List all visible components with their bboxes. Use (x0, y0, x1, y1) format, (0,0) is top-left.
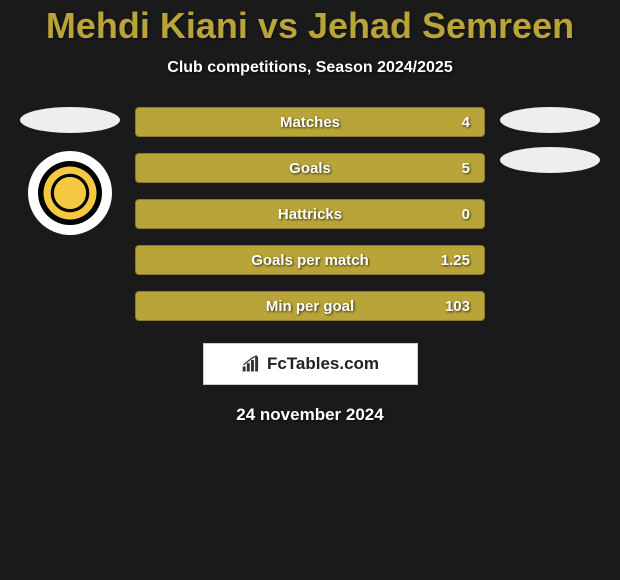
stat-value: 0 (462, 206, 470, 223)
left-player-column (15, 107, 125, 235)
brand-text: FcTables.com (267, 354, 379, 374)
stat-value: 1.25 (441, 252, 470, 269)
stat-bars: Matches 4 Goals 5 Hattricks 0 Goals per … (135, 107, 485, 321)
right-player-column (495, 107, 605, 173)
chart-icon (241, 355, 261, 373)
brand-box[interactable]: FcTables.com (203, 343, 418, 385)
stat-label: Min per goal (266, 298, 354, 315)
stat-bar-goals: Goals 5 (135, 153, 485, 183)
stat-label: Goals per match (251, 252, 369, 269)
stat-bar-matches: Matches 4 (135, 107, 485, 137)
date-text: 24 november 2024 (0, 405, 620, 425)
page-title: Mehdi Kiani vs Jehad Semreen (0, 5, 620, 47)
stat-value: 103 (445, 298, 470, 315)
page-subtitle: Club competitions, Season 2024/2025 (0, 59, 620, 77)
club-badge-placeholder (500, 147, 600, 173)
stat-label: Hattricks (278, 206, 342, 223)
player-avatar-placeholder (20, 107, 120, 133)
stat-value: 4 (462, 114, 470, 131)
main-container: Mehdi Kiani vs Jehad Semreen Club compet… (0, 0, 620, 425)
stat-value: 5 (462, 160, 470, 177)
stat-bar-hattricks: Hattricks 0 (135, 199, 485, 229)
player-avatar-placeholder (500, 107, 600, 133)
club-badge (28, 151, 112, 235)
club-badge-icon (38, 161, 102, 225)
stats-row: Matches 4 Goals 5 Hattricks 0 Goals per … (0, 107, 620, 321)
stat-label: Goals (289, 160, 331, 177)
stat-bar-min-per-goal: Min per goal 103 (135, 291, 485, 321)
stat-label: Matches (280, 114, 340, 131)
stat-bar-goals-per-match: Goals per match 1.25 (135, 245, 485, 275)
